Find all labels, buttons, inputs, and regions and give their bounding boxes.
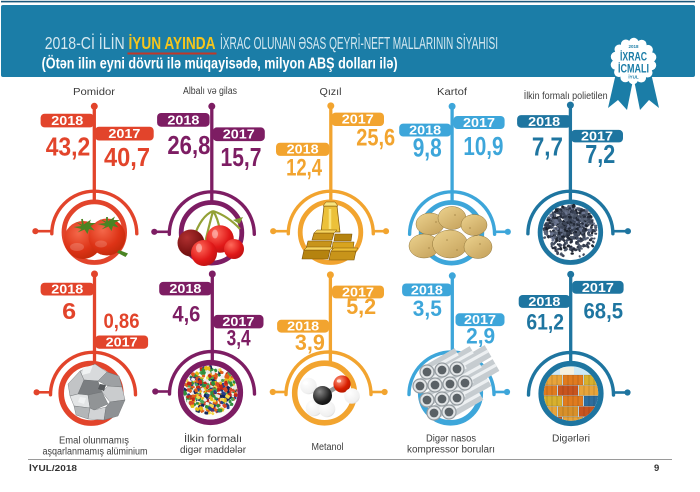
svg-text:İlkin formalı polietilen: İlkin formalı polietilen — [524, 89, 608, 102]
svg-text:Albalı və gilas: Albalı və gilas — [183, 86, 237, 97]
svg-text:2017: 2017 — [581, 129, 613, 144]
svg-text:2018: 2018 — [411, 282, 443, 297]
svg-text:2018: 2018 — [628, 44, 639, 49]
svg-text:2018: 2018 — [287, 142, 319, 157]
svg-text:2018: 2018 — [528, 294, 560, 309]
svg-text:2018: 2018 — [167, 112, 199, 127]
svg-text:İYUL: İYUL — [628, 74, 639, 80]
svg-text:2,9: 2,9 — [466, 324, 495, 349]
svg-text:68,5: 68,5 — [584, 298, 624, 323]
svg-text:6: 6 — [62, 298, 76, 324]
svg-text:İYUL/2018: İYUL/2018 — [29, 463, 77, 473]
svg-text:43,2: 43,2 — [46, 134, 91, 162]
svg-text:İlkin formalı: İlkin formalı — [184, 432, 242, 445]
svg-text:40,7: 40,7 — [104, 144, 150, 172]
svg-text:2017: 2017 — [222, 314, 254, 329]
svg-text:Digərləri: Digərləri — [552, 434, 590, 445]
svg-text:3,5: 3,5 — [413, 296, 442, 321]
svg-text:Digər nasos: Digər nasos — [426, 434, 476, 445]
svg-text:5,2: 5,2 — [346, 294, 376, 319]
svg-text:2017: 2017 — [342, 112, 374, 127]
svg-text:İXRAC OLUNAN ƏSAS QEYRİ-NEFT M: İXRAC OLUNAN ƏSAS QEYRİ-NEFT MALLARININ … — [220, 33, 498, 53]
svg-text:İXRAC: İXRAC — [620, 51, 647, 64]
svg-text:aşqarlanmamış alüminium: aşqarlanmamış alüminium — [43, 447, 148, 458]
svg-text:2017: 2017 — [106, 335, 138, 350]
svg-text:9,8: 9,8 — [413, 135, 442, 163]
svg-text:2018: 2018 — [409, 122, 441, 137]
svg-text:Kartof: Kartof — [437, 87, 467, 98]
svg-text:2018: 2018 — [528, 114, 560, 129]
svg-text:25,6: 25,6 — [356, 125, 395, 152]
svg-text:4,6: 4,6 — [172, 302, 200, 327]
svg-text:digər maddələr: digər maddələr — [180, 445, 247, 456]
svg-text:2018: 2018 — [287, 319, 319, 334]
svg-text:2017: 2017 — [582, 280, 614, 295]
svg-text:12,4: 12,4 — [286, 154, 322, 181]
svg-text:3,4: 3,4 — [227, 325, 252, 350]
svg-text:2018-Cİ İLİN: 2018-Cİ İLİN — [45, 33, 125, 53]
svg-text:Qızıl: Qızıl — [320, 87, 342, 98]
svg-text:2017: 2017 — [223, 127, 255, 142]
svg-text:0,86: 0,86 — [104, 309, 140, 333]
svg-text:9: 9 — [654, 463, 659, 474]
svg-text:Pomidor: Pomidor — [73, 87, 116, 98]
svg-text:2018: 2018 — [169, 281, 201, 296]
svg-text:2018: 2018 — [51, 282, 83, 297]
svg-text:İCMALI: İCMALI — [618, 63, 649, 76]
svg-text:7,7: 7,7 — [532, 134, 563, 162]
svg-text:2018: 2018 — [51, 113, 83, 128]
svg-text:61,2: 61,2 — [526, 309, 564, 334]
svg-text:7,2: 7,2 — [585, 141, 615, 169]
svg-text:15,7: 15,7 — [221, 144, 262, 172]
svg-text:2017: 2017 — [463, 115, 495, 130]
svg-text:10,9: 10,9 — [463, 133, 503, 161]
svg-text:2017: 2017 — [342, 284, 374, 299]
svg-text:İYUN AYINDA: İYUN AYINDA — [129, 33, 216, 53]
svg-text:2017: 2017 — [108, 126, 140, 141]
svg-text:3,9: 3,9 — [295, 330, 325, 355]
svg-text:kompressor boruları: kompressor boruları — [407, 445, 495, 456]
svg-text:Emal olunmamış: Emal olunmamış — [59, 436, 129, 447]
svg-text:(Ötən ilin eyni dövrü ilə müqa: (Ötən ilin eyni dövrü ilə müqayisədə, mi… — [42, 54, 398, 73]
svg-text:Metanol: Metanol — [312, 442, 344, 453]
svg-text:26,8: 26,8 — [167, 132, 210, 160]
svg-text:2017: 2017 — [464, 312, 496, 327]
